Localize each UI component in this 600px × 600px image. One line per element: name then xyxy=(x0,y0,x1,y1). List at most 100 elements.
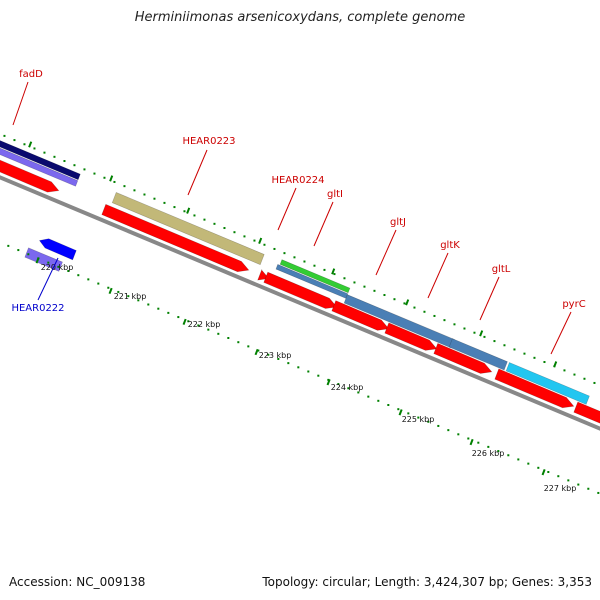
tick-track-lower xyxy=(517,458,520,461)
gene-label[interactable]: gltI xyxy=(327,189,343,200)
tick-track-lower xyxy=(267,353,270,356)
major-tick-lower xyxy=(254,348,259,356)
tick-track-upper xyxy=(3,134,6,137)
tick-track-upper xyxy=(353,281,356,284)
gene-label-leader xyxy=(37,257,59,301)
tick-track-upper xyxy=(223,227,226,230)
cds-arrow[interactable] xyxy=(101,203,250,273)
kbp-tick-label: 226 kbp xyxy=(472,449,505,458)
major-tick-upper xyxy=(109,175,114,182)
major-tick-upper xyxy=(405,299,410,306)
tick-track-lower xyxy=(477,441,480,444)
cds-arrow[interactable] xyxy=(331,300,390,331)
tick-track-upper xyxy=(413,306,416,309)
gene-label[interactable]: fadD xyxy=(19,69,43,80)
tick-track-upper xyxy=(453,323,456,326)
tick-track-upper xyxy=(93,172,96,175)
gene-label-leader xyxy=(187,149,208,196)
tick-track-lower xyxy=(257,349,260,352)
kbp-tick-label: 222 kbp xyxy=(188,320,221,329)
tick-track-lower xyxy=(147,303,150,306)
major-tick-lower xyxy=(326,379,331,386)
gene-label-leader xyxy=(479,276,500,321)
tick-track-lower xyxy=(7,244,10,247)
tick-track-lower xyxy=(337,383,340,386)
tick-track-upper xyxy=(483,335,486,338)
tick-track-lower xyxy=(567,479,570,482)
cds-arrow[interactable] xyxy=(573,401,600,432)
tick-track-lower xyxy=(197,324,200,327)
tick-track-lower xyxy=(357,391,360,394)
gene-label[interactable]: HEAR0224 xyxy=(271,175,324,186)
tick-track-lower xyxy=(27,253,30,256)
major-tick-upper xyxy=(186,207,191,214)
major-tick-lower xyxy=(108,287,113,295)
tick-track-upper xyxy=(153,197,156,200)
tick-track-lower xyxy=(247,345,250,348)
major-tick-upper xyxy=(331,268,336,275)
tick-track-lower xyxy=(327,378,330,381)
kbp-tick-label: 227 kbp xyxy=(544,484,577,493)
tick-track-lower xyxy=(297,366,300,369)
tick-track-upper xyxy=(213,222,216,225)
tick-track-upper xyxy=(53,155,56,158)
tick-track-upper xyxy=(423,310,426,313)
tick-track-upper xyxy=(183,210,186,213)
gene-label[interactable]: gltJ xyxy=(390,217,406,228)
cds-arrow[interactable] xyxy=(384,322,438,351)
gene-label-leader xyxy=(277,187,297,231)
gene-bar-gltL[interactable] xyxy=(448,338,508,371)
tick-track-upper xyxy=(403,302,406,305)
gene-label-leader xyxy=(427,252,449,299)
cds-arrow[interactable] xyxy=(433,342,493,374)
gene-label[interactable]: gltL xyxy=(492,264,511,275)
gene-label[interactable]: HEAR0222 xyxy=(11,303,64,314)
kbp-tick-label: 220 kbp xyxy=(41,263,74,272)
tick-track-upper xyxy=(433,314,436,317)
tick-track-upper xyxy=(543,361,546,364)
tick-track-lower xyxy=(77,274,80,277)
tick-track-upper xyxy=(343,277,346,280)
tick-track-lower xyxy=(397,408,400,411)
tick-track-upper xyxy=(253,239,256,242)
tick-track-upper xyxy=(333,273,336,276)
tick-track-upper xyxy=(243,235,246,238)
tick-track-upper xyxy=(513,348,516,351)
cds-arrow[interactable] xyxy=(494,368,575,409)
gene-label[interactable]: pyrC xyxy=(562,299,585,310)
reverse-cds-arrow[interactable] xyxy=(38,238,77,261)
gene-label[interactable]: HEAR0223 xyxy=(182,136,235,147)
tick-track-upper xyxy=(123,185,126,188)
gene-bar-hear0222[interactable] xyxy=(24,247,63,272)
gene-bar-dark-navy[interactable] xyxy=(0,137,81,181)
cds-arrow[interactable] xyxy=(263,271,338,309)
tick-track-upper xyxy=(563,369,566,372)
tick-track-lower xyxy=(107,286,110,289)
gene-label-leader xyxy=(12,81,29,126)
tick-track-upper xyxy=(373,289,376,292)
gene-bar-pyrC[interactable] xyxy=(505,362,590,405)
tick-track-lower xyxy=(587,487,590,490)
tick-track-lower xyxy=(547,471,550,474)
tick-track-lower xyxy=(457,433,460,436)
tick-track-lower xyxy=(507,454,510,457)
gene-bar-hear0223[interactable] xyxy=(111,192,265,266)
tick-track-upper xyxy=(583,377,586,380)
tick-track-upper xyxy=(273,247,276,250)
tick-track-upper xyxy=(133,189,136,192)
major-tick-upper xyxy=(28,141,33,148)
kbp-tick-label: 224 kbp xyxy=(331,383,364,392)
tick-track-upper xyxy=(283,252,286,255)
gene-bar-gltI[interactable] xyxy=(279,259,351,294)
tick-track-lower xyxy=(287,362,290,365)
genome-stats-text: Topology: circular; Length: 3,424,307 bp… xyxy=(262,575,592,589)
gene-label-leader xyxy=(550,311,572,355)
tick-track-upper xyxy=(193,214,196,217)
tick-track-upper xyxy=(593,381,596,384)
tick-track-upper xyxy=(173,206,176,209)
gene-label[interactable]: gltK xyxy=(440,240,460,251)
cds-arrow[interactable] xyxy=(0,154,60,193)
gene-bar-purple[interactable] xyxy=(0,144,79,187)
tick-track-upper xyxy=(383,294,386,297)
